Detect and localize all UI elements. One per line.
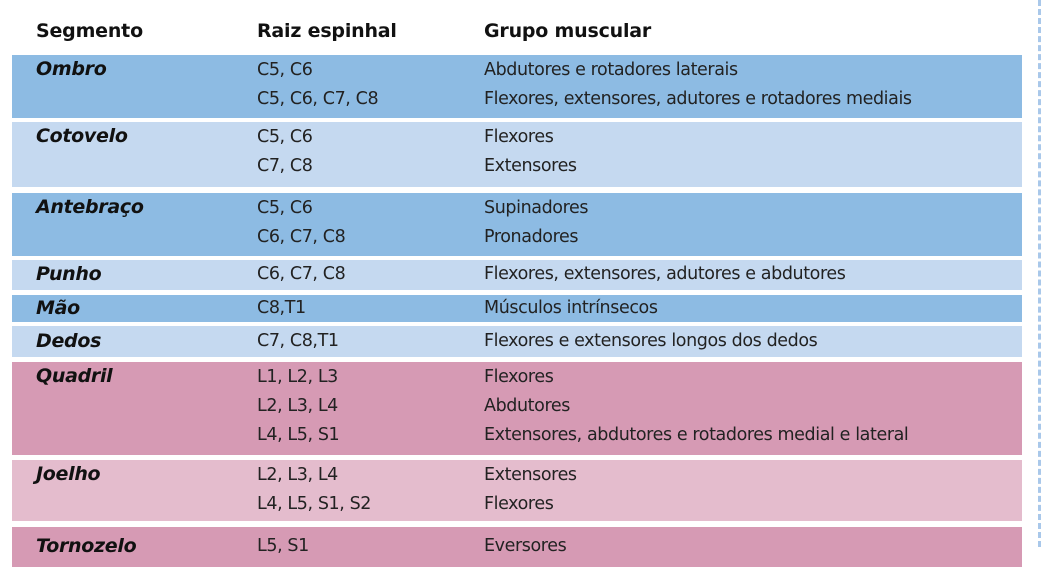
muscle-group: Extensores, abdutores e rotadores medial…	[484, 425, 909, 445]
spinal-root: L4, L5, S1, S2	[257, 494, 372, 514]
muscle-group: Eversores	[484, 536, 567, 556]
muscle-group: Flexores, extensores, adutores e rotador…	[484, 89, 912, 109]
page-margin-guide	[1038, 0, 1041, 547]
spinal-root: C6, C7, C8	[257, 227, 346, 247]
spinal-root: C8,T1	[257, 297, 306, 318]
header-root: Raiz espinhal	[257, 20, 397, 42]
muscle-group: Flexores e extensores longos dos dedos	[484, 330, 818, 351]
table-row: Joelho L2, L3, L4 Extensores L4, L5, S1, S2…	[12, 460, 1022, 521]
table-row: Quadril L1, L2, L3 Flexores L2, L3, L4 Abdut…	[12, 362, 1022, 455]
muscle-group: Abdutores	[484, 396, 570, 416]
segment-label: Antebraço	[36, 196, 144, 218]
muscle-group: Extensores	[484, 465, 577, 485]
muscle-group: Flexores	[484, 367, 554, 387]
header-group: Grupo muscular	[484, 20, 652, 42]
table-header: Segmento Raiz espinhal Grupo muscular	[0, 20, 1042, 50]
muscle-group: Extensores	[484, 156, 577, 176]
segment-label: Quadril	[36, 365, 113, 387]
table-row: Antebraço C5, C6 Supinadores C6, C7, C8 Pron…	[12, 193, 1022, 256]
muscle-group: Flexores, extensores, adutores e abdutor…	[484, 264, 846, 284]
muscle-group: Flexores	[484, 127, 554, 147]
segment-label: Ombro	[36, 58, 107, 80]
spinal-root: L2, L3, L4	[257, 396, 338, 416]
segment-label: Cotovelo	[36, 125, 128, 147]
table-row: Dedos C7, C8,T1 Flexores e extensores long…	[12, 326, 1022, 357]
segment-label: Joelho	[36, 463, 101, 485]
spinal-root: C7, C8,T1	[257, 330, 339, 351]
muscle-group: Músculos intrínsecos	[484, 297, 658, 318]
spinal-root: L4, L5, S1	[257, 425, 340, 445]
spinal-root: C5, C6	[257, 127, 313, 147]
table-row: Ombro C5, C6 Abdutores e rotadores laterai…	[12, 55, 1022, 118]
table-row: Tornozelo L5, S1 Eversores	[12, 527, 1022, 567]
spinal-root: C5, C6	[257, 198, 313, 218]
muscle-group: Flexores	[484, 494, 554, 514]
spinal-root: C5, C6	[257, 60, 313, 80]
spinal-root: L5, S1	[257, 536, 309, 556]
muscle-group: Supinadores	[484, 198, 589, 218]
table-row: Punho C6, C7, C8 Flexores, extensores, adu…	[12, 260, 1022, 290]
muscle-group: Abdutores e rotadores laterais	[484, 60, 738, 80]
segment-label: Mão	[36, 296, 80, 319]
spinal-root: L1, L2, L3	[257, 367, 338, 387]
segment-label: Dedos	[36, 329, 102, 352]
spinal-root: C6, C7, C8	[257, 264, 346, 284]
segment-label: Punho	[36, 263, 102, 285]
table-row: Cotovelo C5, C6 Flexores C7, C8 Extensores	[12, 122, 1022, 187]
spinal-root: C7, C8	[257, 156, 313, 176]
spinal-root: C5, C6, C7, C8	[257, 89, 379, 109]
muscle-group: Pronadores	[484, 227, 579, 247]
header-segment: Segmento	[36, 20, 143, 42]
spinal-root: L2, L3, L4	[257, 465, 338, 485]
table-row: Mão C8,T1 Músculos intrínsecos	[12, 295, 1022, 322]
